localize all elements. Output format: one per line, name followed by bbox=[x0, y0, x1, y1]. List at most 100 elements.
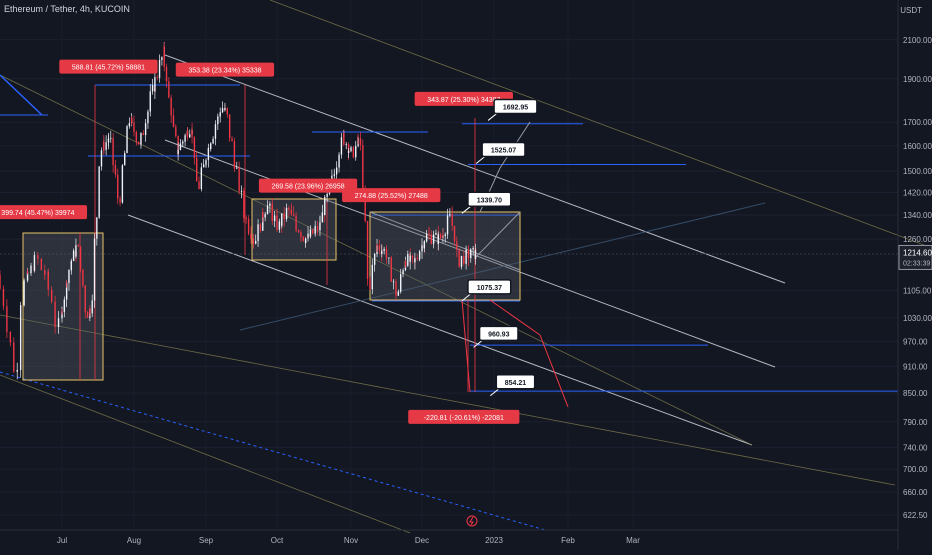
measure-label: -220.81 (-20.61%) -22081 bbox=[424, 415, 504, 422]
x-tick-label: Feb bbox=[561, 536, 575, 545]
measure-label-box bbox=[258, 178, 358, 193]
candle-body bbox=[170, 97, 172, 116]
candle-body bbox=[259, 224, 262, 231]
candle-body bbox=[266, 205, 269, 210]
candle-body bbox=[202, 164, 205, 168]
candle-body bbox=[110, 137, 112, 139]
candle-body bbox=[407, 254, 409, 266]
price-tag-box bbox=[493, 98, 538, 115]
candle-body bbox=[302, 236, 304, 241]
candle-body bbox=[373, 253, 376, 265]
candle-body bbox=[243, 190, 245, 207]
y-tick-label: 1030.00 bbox=[903, 314, 932, 323]
labels-layer: 399.74 (45.47%) 39974 588.81 (45.72%) 588… bbox=[0, 59, 538, 424]
measure-label-box bbox=[175, 62, 275, 77]
candle-body bbox=[100, 150, 103, 167]
currency-label: USDT bbox=[900, 6, 922, 15]
candle-body bbox=[93, 264, 96, 301]
candle-body bbox=[84, 297, 86, 313]
candle-body bbox=[224, 108, 226, 110]
candle-body bbox=[135, 140, 138, 142]
price-tag-box bbox=[478, 325, 519, 342]
candle-body bbox=[47, 271, 49, 290]
candle-body bbox=[252, 239, 255, 244]
candle-body bbox=[409, 255, 411, 262]
candle-body bbox=[231, 138, 233, 142]
candle-body bbox=[191, 130, 193, 137]
candle-body bbox=[245, 218, 247, 219]
candle-body bbox=[264, 213, 266, 218]
channel-line bbox=[0, 74, 753, 446]
candle-body bbox=[214, 124, 217, 130]
candle-body bbox=[376, 245, 378, 246]
candle-body bbox=[295, 215, 297, 223]
y-tick-label: 1700.00 bbox=[903, 118, 932, 127]
candle-body bbox=[243, 206, 245, 219]
measure-label-box bbox=[408, 409, 520, 424]
y-tick-label: 660.00 bbox=[903, 488, 928, 497]
measure-label-box bbox=[342, 188, 441, 203]
candle-body bbox=[340, 137, 343, 155]
candle-body bbox=[207, 147, 210, 161]
candle-body bbox=[54, 301, 56, 317]
candle-body bbox=[57, 318, 60, 327]
candle-body bbox=[343, 132, 345, 145]
measure-label: 269.58 (23.96%) 26958 bbox=[271, 184, 344, 191]
y-tick-label: 1600.00 bbox=[903, 142, 932, 151]
candle-body bbox=[6, 306, 8, 323]
candle-body bbox=[366, 221, 369, 245]
price-tag-box bbox=[467, 191, 512, 208]
candle-body bbox=[233, 153, 236, 169]
candle-body bbox=[50, 289, 53, 302]
price-tag: 960.93 bbox=[488, 331, 510, 338]
candle-body bbox=[2, 288, 5, 307]
candle-body bbox=[79, 246, 82, 269]
candle-body bbox=[212, 138, 214, 144]
y-tick-label: 1500.00 bbox=[903, 167, 932, 176]
candle-body bbox=[451, 214, 453, 226]
candle-body bbox=[309, 229, 312, 237]
y-tick-label: 622.50 bbox=[903, 511, 928, 520]
candle-body bbox=[293, 214, 295, 216]
candle-body bbox=[112, 146, 114, 166]
candle-body bbox=[117, 183, 119, 199]
candle-body bbox=[350, 147, 352, 152]
candle-body bbox=[290, 210, 293, 215]
candle-body bbox=[68, 270, 70, 284]
candle-body bbox=[444, 234, 446, 236]
candle-body bbox=[140, 133, 142, 143]
candle-body bbox=[156, 77, 158, 79]
dashed-trendline bbox=[0, 371, 546, 531]
candle-body bbox=[357, 137, 359, 139]
candle-body bbox=[297, 230, 300, 233]
y-tick-label: 970.00 bbox=[903, 337, 928, 346]
candle-body bbox=[295, 222, 297, 231]
candle-body bbox=[91, 300, 93, 314]
candle-body bbox=[385, 256, 388, 258]
candle-body bbox=[9, 331, 12, 343]
candle-body bbox=[453, 225, 456, 242]
measure-label: 343.87 (25.30%) 34387 bbox=[427, 97, 500, 104]
candle-body bbox=[474, 249, 477, 260]
measure-label: 399.74 (45.47%) 39974 bbox=[1, 210, 74, 217]
candle-body bbox=[84, 285, 86, 298]
candle-body bbox=[449, 214, 451, 216]
candle-body bbox=[217, 116, 219, 125]
measure-label-box bbox=[0, 205, 88, 220]
measure-label: 588.81 (45.72%) 58881 bbox=[72, 65, 145, 72]
candle-body bbox=[98, 195, 100, 218]
candle-body bbox=[364, 192, 366, 222]
candle-body bbox=[98, 166, 100, 196]
candle-body bbox=[458, 249, 460, 267]
candle-body bbox=[369, 278, 371, 290]
candle-body bbox=[205, 160, 207, 164]
candle-body bbox=[65, 282, 68, 300]
flash-icon bbox=[469, 516, 474, 526]
candle-body bbox=[182, 141, 184, 143]
y-tick-label: 910.00 bbox=[903, 362, 928, 371]
candle-body bbox=[63, 299, 66, 312]
candle-body bbox=[402, 270, 404, 275]
